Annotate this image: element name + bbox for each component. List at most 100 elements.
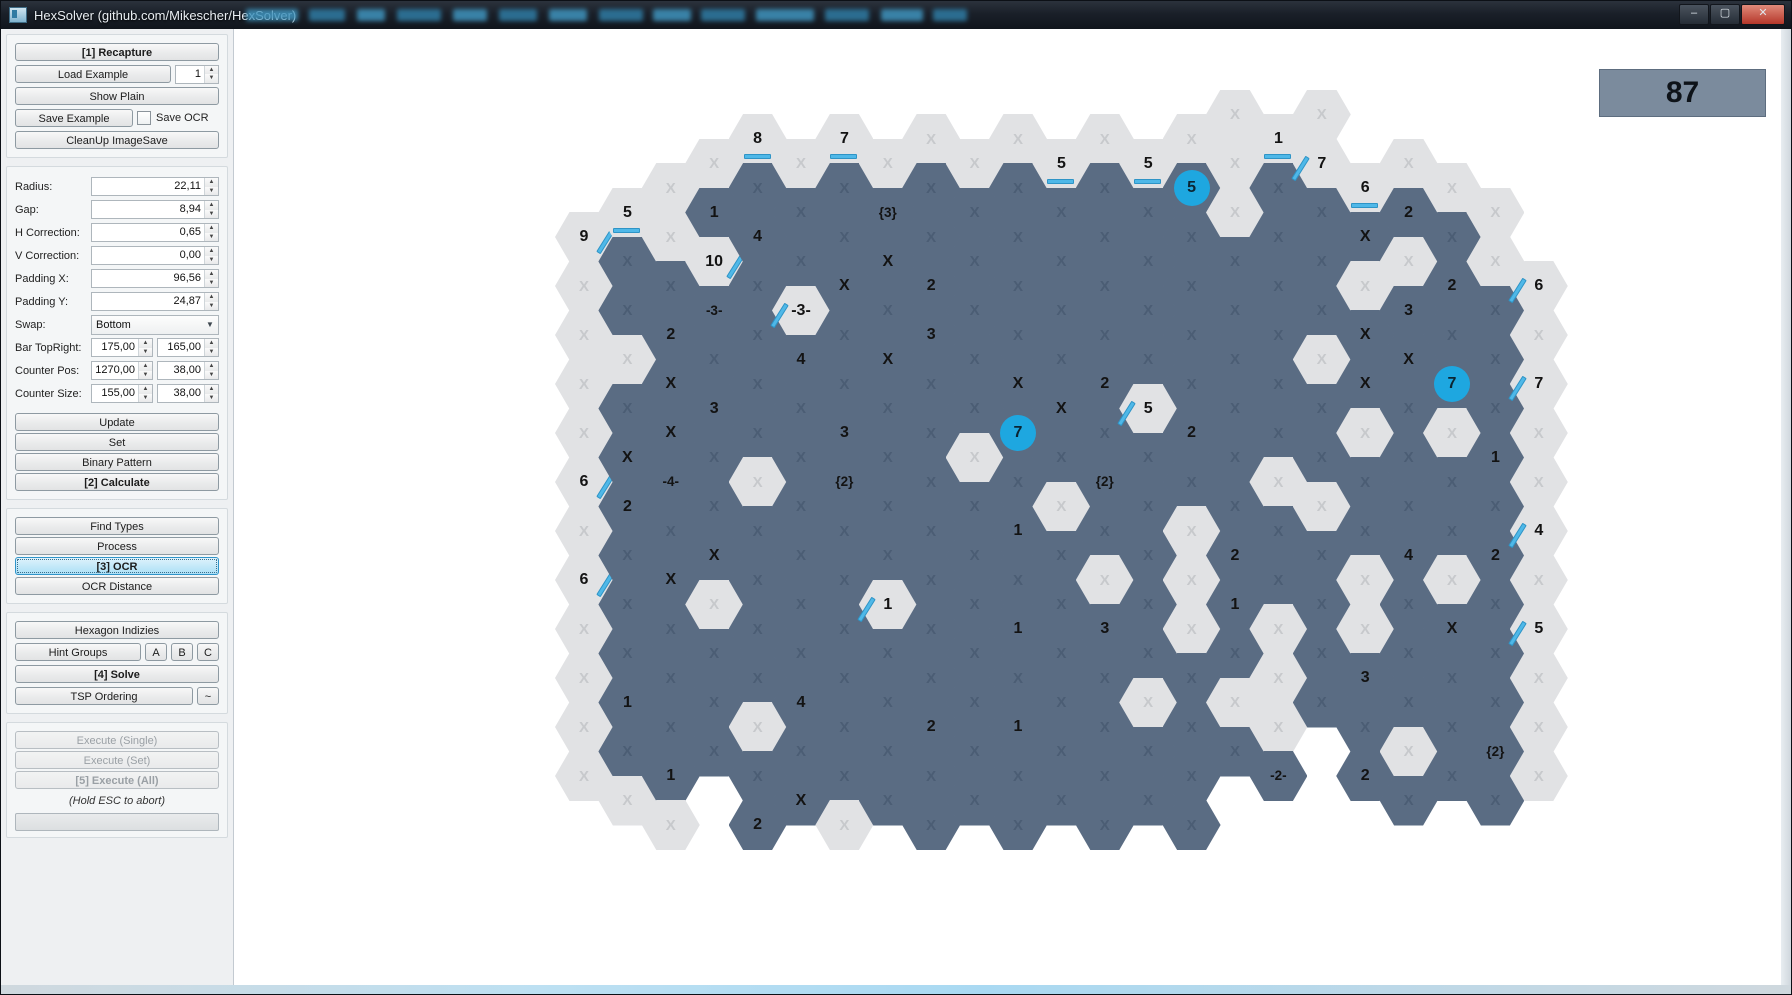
spinner-arrows[interactable]: ▲ ▼ (138, 362, 152, 379)
radius-stepper[interactable]: 22,11 ▲ ▼ (91, 177, 219, 196)
process-button[interactable]: Process (15, 537, 219, 555)
spin-down-icon[interactable]: ▼ (205, 186, 218, 195)
spin-down-icon[interactable]: ▼ (205, 278, 218, 287)
solve-button[interactable]: [4] Solve (15, 665, 219, 683)
spin-up-icon[interactable]: ▲ (205, 270, 218, 279)
hex-cell[interactable]: 6 (1508, 261, 1568, 311)
hex-cell[interactable]: X (641, 800, 700, 850)
spinner-arrows[interactable]: ▲ ▼ (204, 362, 218, 379)
hex-cell[interactable]: X (1466, 236, 1525, 287)
spin-down-icon[interactable]: ▼ (205, 255, 218, 264)
hex-cell[interactable]: 5 (1508, 604, 1568, 654)
spin-down-icon[interactable]: ▼ (139, 393, 152, 402)
padding-x-stepper[interactable]: 96,56 ▲ ▼ (91, 269, 219, 288)
hex-cell[interactable]: X (1509, 653, 1568, 703)
hex-cell[interactable]: 7 (1423, 359, 1481, 409)
execute-set-button[interactable]: Execute (Set) (15, 751, 219, 769)
spin-up-icon[interactable]: ▲ (205, 201, 218, 210)
hint-group-c-button[interactable]: C (197, 643, 219, 661)
spin-down-icon[interactable]: ▼ (139, 347, 152, 356)
spin-up-icon[interactable]: ▲ (205, 293, 218, 302)
spin-down-icon[interactable]: ▼ (205, 370, 218, 379)
spin-up-icon[interactable]: ▲ (139, 362, 152, 371)
hint-groups-button[interactable]: Hint Groups (15, 643, 141, 661)
h-correction-stepper[interactable]: 0,65 ▲ ▼ (91, 223, 219, 242)
spinner-arrows[interactable]: ▲ ▼ (138, 385, 152, 402)
spinner-arrows[interactable]: ▲ ▼ (204, 201, 218, 218)
spinner-arrows[interactable]: ▲ ▼ (204, 339, 218, 356)
hex-cell[interactable]: 4 (1508, 506, 1568, 556)
tsp-alt-button[interactable]: ~ (197, 687, 219, 705)
gap-stepper[interactable]: 8,94 ▲ ▼ (91, 200, 219, 219)
spin-down-icon[interactable]: ▼ (139, 370, 152, 379)
spin-up-icon[interactable]: ▲ (205, 362, 218, 371)
save-example-button[interactable]: Save Example (15, 109, 133, 127)
hex-cell[interactable]: X (1509, 310, 1568, 360)
spinner-arrows[interactable]: ▲ ▼ (204, 178, 218, 195)
update-button[interactable]: Update (15, 413, 219, 431)
spinner-arrows[interactable]: ▲ ▼ (138, 339, 152, 356)
hex-cell[interactable]: X (1509, 555, 1568, 605)
spin-down-icon[interactable]: ▼ (205, 74, 218, 83)
hint-group-a-button[interactable]: A (145, 643, 167, 661)
hex-cell[interactable]: X (1162, 800, 1221, 850)
counter-pos-y-stepper[interactable]: 38,00 ▲ ▼ (157, 361, 219, 380)
show-plain-button[interactable]: Show Plain (15, 87, 219, 105)
bar-topright-y-stepper[interactable]: 165,00 ▲ ▼ (157, 338, 219, 357)
swap-dropdown[interactable]: Bottom ▼ (91, 314, 219, 335)
ocr-distance-button[interactable]: OCR Distance (15, 577, 219, 595)
execute-single-button[interactable]: Execute (Single) (15, 731, 219, 749)
v-correction-stepper[interactable]: 0,00 ▲ ▼ (91, 246, 219, 265)
spin-down-icon[interactable]: ▼ (205, 347, 218, 356)
bar-topright-x-stepper[interactable]: 175,00 ▲ ▼ (91, 338, 153, 357)
ocr-button[interactable]: [3] OCR (15, 557, 219, 575)
hex-cell[interactable]: X (1509, 457, 1568, 507)
spin-up-icon[interactable]: ▲ (139, 385, 152, 394)
load-example-stepper[interactable]: 1 ▲ ▼ (175, 64, 219, 84)
hex-cell[interactable]: X (1509, 702, 1568, 752)
spin-down-icon[interactable]: ▼ (205, 393, 218, 402)
hex-cell[interactable]: X (1466, 187, 1525, 238)
spin-up-icon[interactable]: ▲ (205, 247, 218, 256)
tsp-ordering-button[interactable]: TSP Ordering (15, 687, 193, 705)
spinner-arrows[interactable]: ▲ ▼ (204, 293, 218, 310)
spinner-arrows[interactable]: ▲ ▼ (204, 247, 218, 264)
hex-cell[interactable]: X (1292, 89, 1351, 140)
hex-cell[interactable]: 7 (1508, 359, 1568, 409)
execute-all-button[interactable]: [5] Execute (All) (15, 771, 219, 789)
counter-size-y-stepper[interactable]: 38,00 ▲ ▼ (157, 384, 219, 403)
spin-up-icon[interactable]: ▲ (205, 224, 218, 233)
load-example-button[interactable]: Load Example (15, 65, 171, 83)
spin-up-icon[interactable]: ▲ (205, 65, 218, 74)
spin-down-icon[interactable]: ▼ (205, 232, 218, 241)
spin-down-icon[interactable]: ▼ (205, 209, 218, 218)
padding-y-stepper[interactable]: 24,87 ▲ ▼ (91, 292, 219, 311)
hex-cell[interactable]: X (1509, 408, 1568, 458)
counter-pos-x-stepper[interactable]: 1270,00 ▲ ▼ (91, 361, 153, 380)
cleanup-imagesave-button[interactable]: CleanUp ImageSave (15, 131, 219, 149)
spinner-arrows[interactable]: ▲ ▼ (204, 65, 218, 83)
counter-size-x-stepper[interactable]: 155,00 ▲ ▼ (91, 384, 153, 403)
calculate-button[interactable]: [2] Calculate (15, 473, 219, 491)
hex-cell[interactable]: -2- (1249, 751, 1308, 801)
checkbox-icon[interactable] (137, 111, 151, 125)
close-button[interactable]: ✕ (1741, 4, 1785, 25)
hex-cell[interactable]: X (1509, 751, 1568, 801)
save-ocr-checkbox[interactable]: Save OCR (137, 111, 223, 125)
spinner-arrows[interactable]: ▲ ▼ (204, 270, 218, 287)
spin-up-icon[interactable]: ▲ (205, 178, 218, 187)
spinner-arrows[interactable]: ▲ ▼ (204, 385, 218, 402)
find-types-button[interactable]: Find Types (15, 517, 219, 535)
spin-down-icon[interactable]: ▼ (205, 301, 218, 310)
binary-pattern-button[interactable]: Binary Pattern (15, 453, 219, 471)
spin-up-icon[interactable]: ▲ (205, 339, 218, 348)
spin-up-icon[interactable]: ▲ (139, 339, 152, 348)
maximize-button[interactable]: ▢ (1710, 4, 1740, 25)
set-button[interactable]: Set (15, 433, 219, 451)
hint-group-b-button[interactable]: B (171, 643, 193, 661)
hexagon-indizies-button[interactable]: Hexagon Indizies (15, 621, 219, 639)
spinner-arrows[interactable]: ▲ ▼ (204, 224, 218, 241)
spin-up-icon[interactable]: ▲ (205, 385, 218, 394)
hex-cell[interactable]: 10 (685, 236, 745, 287)
minimize-button[interactable]: – (1679, 4, 1709, 25)
